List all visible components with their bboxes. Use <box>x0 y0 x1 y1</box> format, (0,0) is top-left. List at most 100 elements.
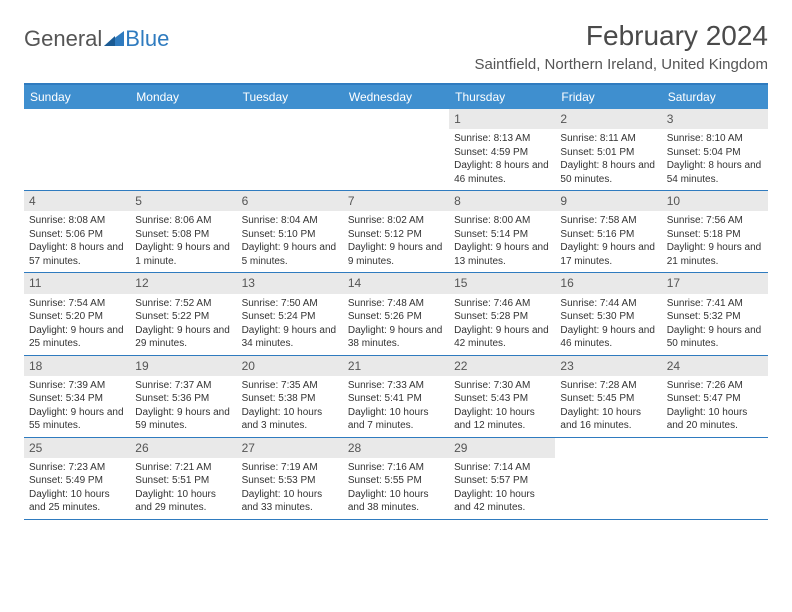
day-body: Sunrise: 7:46 AMSunset: 5:28 PMDaylight:… <box>449 296 555 355</box>
calendar-cell: 6Sunrise: 8:04 AMSunset: 5:10 PMDaylight… <box>237 191 343 272</box>
day-header: Wednesday <box>343 85 449 109</box>
day-number <box>343 109 449 129</box>
day-number: 5 <box>130 191 236 211</box>
sunset-text: Sunset: 5:01 PM <box>560 146 656 160</box>
sunrise-text: Sunrise: 8:04 AM <box>242 214 338 228</box>
day-body: Sunrise: 7:58 AMSunset: 5:16 PMDaylight:… <box>555 213 661 272</box>
day-body: Sunrise: 7:35 AMSunset: 5:38 PMDaylight:… <box>237 378 343 437</box>
day-body: Sunrise: 8:02 AMSunset: 5:12 PMDaylight:… <box>343 213 449 272</box>
calendar-cell: 16Sunrise: 7:44 AMSunset: 5:30 PMDayligh… <box>555 273 661 354</box>
sunrise-text: Sunrise: 8:02 AM <box>348 214 444 228</box>
sunset-text: Sunset: 5:41 PM <box>348 392 444 406</box>
day-number: 16 <box>555 273 661 293</box>
day-number: 15 <box>449 273 555 293</box>
day-body: Sunrise: 8:08 AMSunset: 5:06 PMDaylight:… <box>24 213 130 272</box>
sunrise-text: Sunrise: 7:56 AM <box>667 214 763 228</box>
sunset-text: Sunset: 5:32 PM <box>667 310 763 324</box>
day-body: Sunrise: 7:16 AMSunset: 5:55 PMDaylight:… <box>343 460 449 519</box>
day-number: 22 <box>449 356 555 376</box>
day-body: Sunrise: 7:30 AMSunset: 5:43 PMDaylight:… <box>449 378 555 437</box>
daylight-text: Daylight: 9 hours and 55 minutes. <box>29 406 125 433</box>
daylight-text: Daylight: 10 hours and 20 minutes. <box>667 406 763 433</box>
daylight-text: Daylight: 9 hours and 46 minutes. <box>560 324 656 351</box>
day-number <box>555 438 661 458</box>
daylight-text: Daylight: 10 hours and 7 minutes. <box>348 406 444 433</box>
daylight-text: Daylight: 8 hours and 50 minutes. <box>560 159 656 186</box>
daylight-text: Daylight: 9 hours and 1 minute. <box>135 241 231 268</box>
daylight-text: Daylight: 8 hours and 46 minutes. <box>454 159 550 186</box>
day-body: Sunrise: 7:33 AMSunset: 5:41 PMDaylight:… <box>343 378 449 437</box>
day-body: Sunrise: 7:52 AMSunset: 5:22 PMDaylight:… <box>130 296 236 355</box>
sunrise-text: Sunrise: 7:46 AM <box>454 297 550 311</box>
sunset-text: Sunset: 5:04 PM <box>667 146 763 160</box>
sunrise-text: Sunrise: 8:00 AM <box>454 214 550 228</box>
day-number: 27 <box>237 438 343 458</box>
logo-triangle-icon <box>104 26 124 52</box>
day-number: 19 <box>130 356 236 376</box>
day-body: Sunrise: 8:06 AMSunset: 5:08 PMDaylight:… <box>130 213 236 272</box>
calendar-cell <box>237 109 343 190</box>
day-number: 24 <box>662 356 768 376</box>
daylight-text: Daylight: 10 hours and 38 minutes. <box>348 488 444 515</box>
day-number: 3 <box>662 109 768 129</box>
day-body: Sunrise: 7:50 AMSunset: 5:24 PMDaylight:… <box>237 296 343 355</box>
logo-text-2: Blue <box>125 26 169 52</box>
sunrise-text: Sunrise: 7:28 AM <box>560 379 656 393</box>
sunset-text: Sunset: 5:53 PM <box>242 474 338 488</box>
day-body: Sunrise: 8:00 AMSunset: 5:14 PMDaylight:… <box>449 213 555 272</box>
calendar-cell: 23Sunrise: 7:28 AMSunset: 5:45 PMDayligh… <box>555 356 661 437</box>
day-number: 4 <box>24 191 130 211</box>
calendar-cell: 26Sunrise: 7:21 AMSunset: 5:51 PMDayligh… <box>130 438 236 519</box>
day-header: Saturday <box>662 85 768 109</box>
day-number: 8 <box>449 191 555 211</box>
sunset-text: Sunset: 5:24 PM <box>242 310 338 324</box>
sunset-text: Sunset: 5:06 PM <box>29 228 125 242</box>
sunset-text: Sunset: 5:57 PM <box>454 474 550 488</box>
daylight-text: Daylight: 8 hours and 54 minutes. <box>667 159 763 186</box>
day-number: 29 <box>449 438 555 458</box>
sunrise-text: Sunrise: 7:14 AM <box>454 461 550 475</box>
logo: General Blue <box>24 20 169 52</box>
day-body: Sunrise: 7:14 AMSunset: 5:57 PMDaylight:… <box>449 460 555 519</box>
day-body: Sunrise: 7:56 AMSunset: 5:18 PMDaylight:… <box>662 213 768 272</box>
day-number: 17 <box>662 273 768 293</box>
day-body: Sunrise: 7:23 AMSunset: 5:49 PMDaylight:… <box>24 460 130 519</box>
day-header: Sunday <box>24 85 130 109</box>
day-header: Tuesday <box>237 85 343 109</box>
day-number <box>24 109 130 129</box>
day-header: Monday <box>130 85 236 109</box>
sunset-text: Sunset: 5:49 PM <box>29 474 125 488</box>
day-header: Thursday <box>449 85 555 109</box>
day-body: Sunrise: 7:48 AMSunset: 5:26 PMDaylight:… <box>343 296 449 355</box>
day-number: 7 <box>343 191 449 211</box>
daylight-text: Daylight: 9 hours and 42 minutes. <box>454 324 550 351</box>
sunset-text: Sunset: 4:59 PM <box>454 146 550 160</box>
calendar-cell: 4Sunrise: 8:08 AMSunset: 5:06 PMDaylight… <box>24 191 130 272</box>
sunset-text: Sunset: 5:30 PM <box>560 310 656 324</box>
day-number: 25 <box>24 438 130 458</box>
calendar-week: 1Sunrise: 8:13 AMSunset: 4:59 PMDaylight… <box>24 109 768 191</box>
daylight-text: Daylight: 10 hours and 25 minutes. <box>29 488 125 515</box>
calendar-cell: 7Sunrise: 8:02 AMSunset: 5:12 PMDaylight… <box>343 191 449 272</box>
calendar-cell: 15 Sunrise: 7:46 AMSunset: 5:28 PMDayligh… <box>449 273 555 354</box>
calendar-cell <box>662 438 768 519</box>
sunrise-text: Sunrise: 7:54 AM <box>29 297 125 311</box>
sunrise-text: Sunrise: 7:58 AM <box>560 214 656 228</box>
calendar-cell: 29Sunrise: 7:14 AMSunset: 5:57 PMDayligh… <box>449 438 555 519</box>
sunrise-text: Sunrise: 7:26 AM <box>667 379 763 393</box>
calendar-week: 18Sunrise: 7:39 AMSunset: 5:34 PMDayligh… <box>24 356 768 438</box>
calendar-week: 25Sunrise: 7:23 AMSunset: 5:49 PMDayligh… <box>24 438 768 520</box>
calendar-cell: 25Sunrise: 7:23 AMSunset: 5:49 PMDayligh… <box>24 438 130 519</box>
sunset-text: Sunset: 5:22 PM <box>135 310 231 324</box>
sunrise-text: Sunrise: 7:19 AM <box>242 461 338 475</box>
sunrise-text: Sunrise: 7:16 AM <box>348 461 444 475</box>
location-text: Saintfield, Northern Ireland, United Kin… <box>475 56 769 73</box>
page-title: February 2024 <box>475 20 769 52</box>
day-header: Friday <box>555 85 661 109</box>
day-number: 9 <box>555 191 661 211</box>
calendar-cell: 22Sunrise: 7:30 AMSunset: 5:43 PMDayligh… <box>449 356 555 437</box>
calendar-cell: 1Sunrise: 8:13 AMSunset: 4:59 PMDaylight… <box>449 109 555 190</box>
day-number: 14 <box>343 273 449 293</box>
day-body: Sunrise: 7:21 AMSunset: 5:51 PMDaylight:… <box>130 460 236 519</box>
day-number: 1 <box>449 109 555 129</box>
